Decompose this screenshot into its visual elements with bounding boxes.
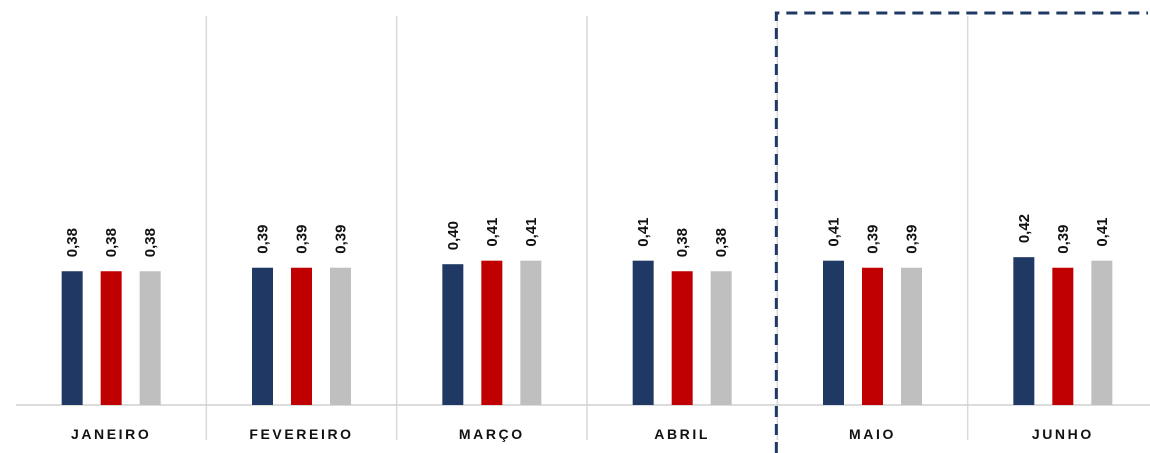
bar	[710, 271, 732, 405]
data-label: 0,39	[333, 225, 350, 254]
forecast-highlight-box	[774, 11, 1148, 453]
data-label: 0,39	[294, 225, 311, 254]
category-separators	[205, 16, 969, 440]
data-labels: 0,38 0,38 0,38 0,39 0,39 0,39 0,40 0,41 0,41 0,41…	[64, 214, 1111, 257]
data-label: 0,39	[865, 225, 882, 254]
data-label: 0,41	[484, 217, 501, 246]
data-label: 0,38	[103, 228, 120, 257]
category-label: JUNHO	[1032, 426, 1094, 442]
bar	[1013, 257, 1035, 405]
category-labels: JANEIRO FEVEREIRO MARÇO ABRIL MAIO JUNHO	[71, 426, 1094, 442]
bar	[901, 267, 922, 405]
bar	[481, 260, 503, 405]
category-label: ABRIL	[654, 426, 710, 442]
data-label: 0,41	[826, 217, 843, 246]
bar	[823, 260, 844, 405]
bar	[442, 264, 464, 405]
bar	[252, 267, 273, 405]
bar	[1091, 260, 1113, 405]
category-label: MARÇO	[459, 426, 525, 442]
data-label: 0,42	[1016, 214, 1033, 243]
bar	[671, 271, 693, 405]
bar	[139, 271, 161, 405]
bar	[1052, 267, 1074, 405]
bar-series	[61, 257, 1113, 405]
data-label: 0,38	[142, 228, 159, 257]
bar	[61, 271, 83, 405]
bar	[632, 260, 654, 405]
data-label: 0,38	[64, 228, 81, 257]
data-label: 0,38	[674, 228, 691, 257]
data-label: 0,38	[713, 228, 730, 257]
bar	[520, 260, 542, 405]
data-label: 0,41	[635, 217, 652, 246]
category-label: MAIO	[849, 426, 896, 442]
category-label: JANEIRO	[71, 426, 151, 442]
data-label: 0,39	[255, 225, 272, 254]
bar	[862, 267, 883, 405]
data-label: 0,39	[1055, 225, 1072, 254]
data-label: 0,40	[445, 221, 462, 250]
category-label: FEVEREIRO	[249, 426, 353, 442]
data-label: 0,39	[904, 225, 921, 254]
bar	[330, 267, 351, 405]
data-label: 0,41	[523, 217, 540, 246]
data-label: 0,41	[1094, 217, 1111, 246]
bar	[100, 271, 122, 405]
bar	[291, 267, 312, 405]
